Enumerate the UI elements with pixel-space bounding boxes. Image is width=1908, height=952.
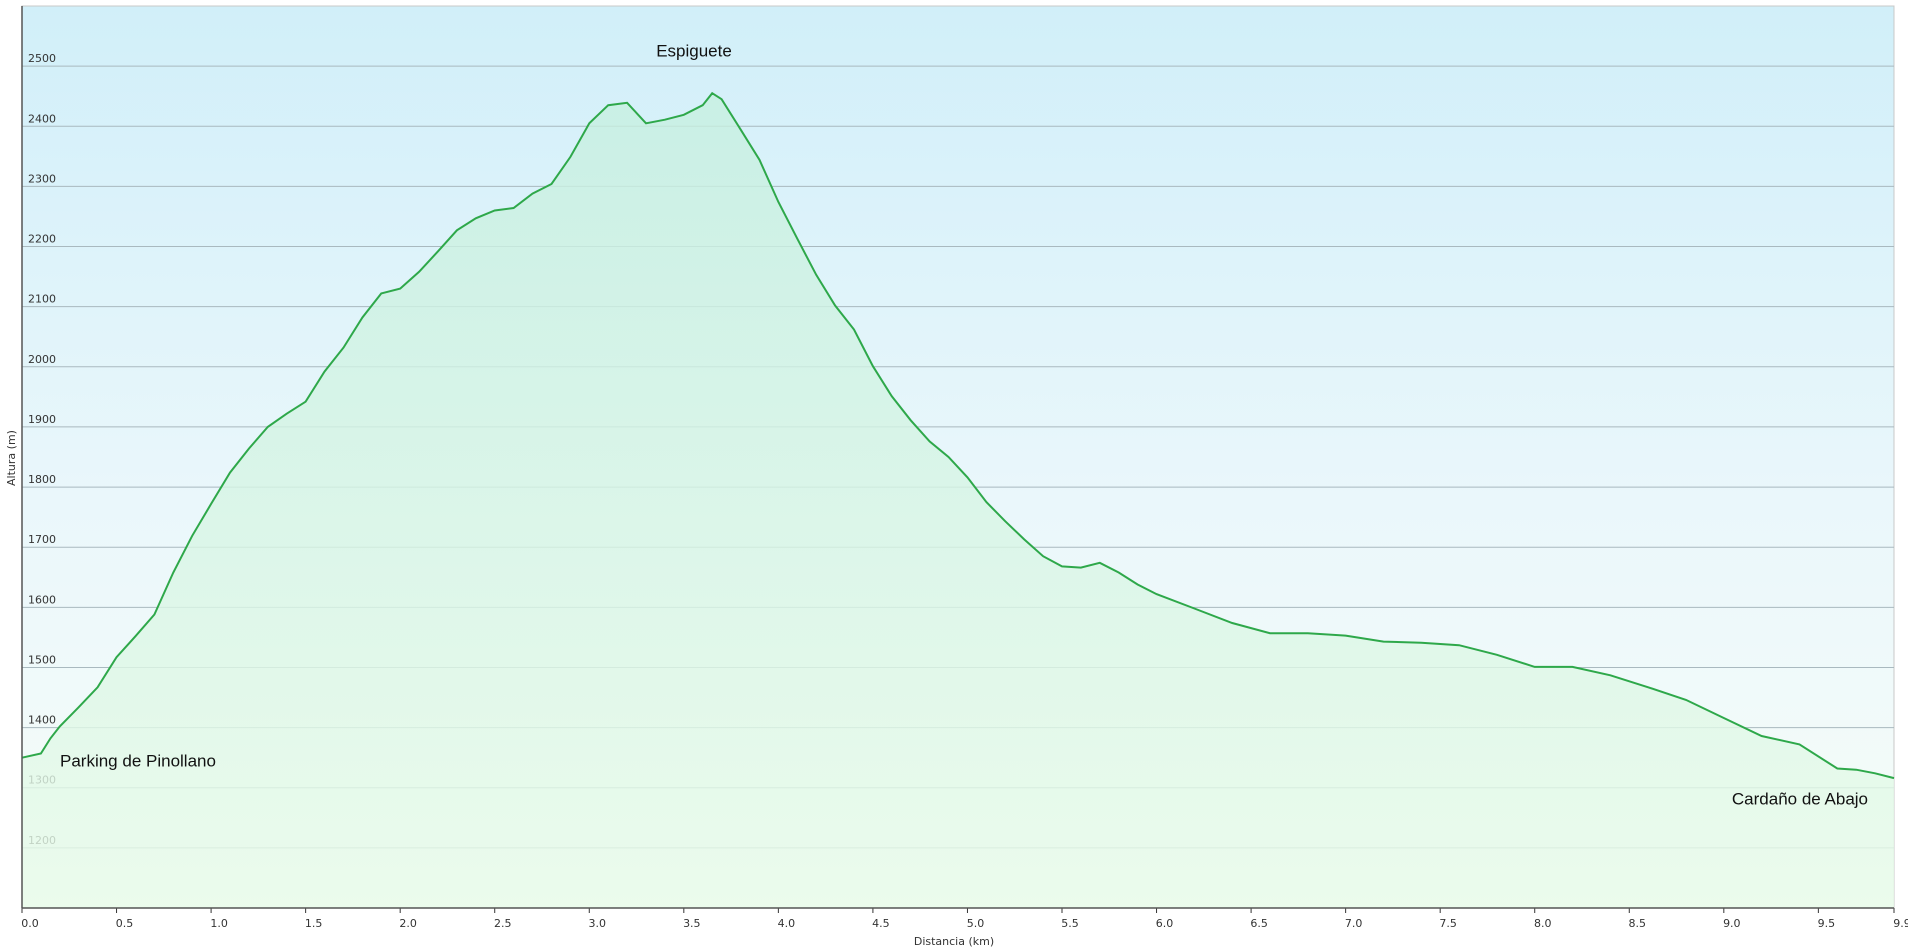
y-tick-label: 1500 [28,653,56,666]
elevation-line [21,91,1895,780]
x-tick-label: 8.0 [1534,917,1552,930]
y-tick-label: 2200 [28,233,56,246]
x-tick-label: 5.0 [967,917,985,930]
y-tick-label: 2100 [28,293,56,306]
x-tick-label: 9.9 [1893,917,1908,930]
x-tick-label: 9.0 [1723,917,1741,930]
y-tick-label: 2400 [28,112,56,125]
y-tick-label: 1700 [28,533,56,546]
x-tick-label: 2.0 [399,917,417,930]
x-tick-label: 7.5 [1439,917,1457,930]
area-fill [22,93,1894,908]
x-tick-label: 3.5 [683,917,701,930]
annotation: Espiguete [656,41,732,60]
x-tick-label: 6.5 [1250,917,1268,930]
x-tick-label: 4.5 [872,917,890,930]
y-tick-label: 2300 [28,172,56,185]
y-tick-label: 2500 [28,52,56,65]
x-tick-label: 4.0 [778,917,796,930]
x-tick-label: 5.5 [1061,917,1079,930]
x-tick-label: 9.5 [1818,917,1836,930]
x-tick-label: 1.5 [305,917,323,930]
y-axis-title: Altura (m) [5,430,18,486]
annotation: Parking de Pinollano [60,751,216,770]
x-axis-title: Distancia (km) [914,935,994,948]
x-tick-label: 8.5 [1629,917,1647,930]
y-tick-label: 1400 [28,714,56,727]
x-tick-label: 6.0 [1156,917,1174,930]
x-tick-label: 0.5 [116,917,134,930]
y-tick-label: 2000 [28,353,56,366]
x-tick-label: 0.0 [21,917,39,930]
x-tick-label: 7.0 [1345,917,1363,930]
annotation: Cardaño de Abajo [1732,789,1868,808]
x-tick-label: 1.0 [210,917,228,930]
x-tick-label: 2.5 [494,917,512,930]
x-tick-label: 3.0 [589,917,607,930]
y-tick-label: 1800 [28,473,56,486]
y-tick-label: 1600 [28,593,56,606]
y-tick-label: 1900 [28,413,56,426]
